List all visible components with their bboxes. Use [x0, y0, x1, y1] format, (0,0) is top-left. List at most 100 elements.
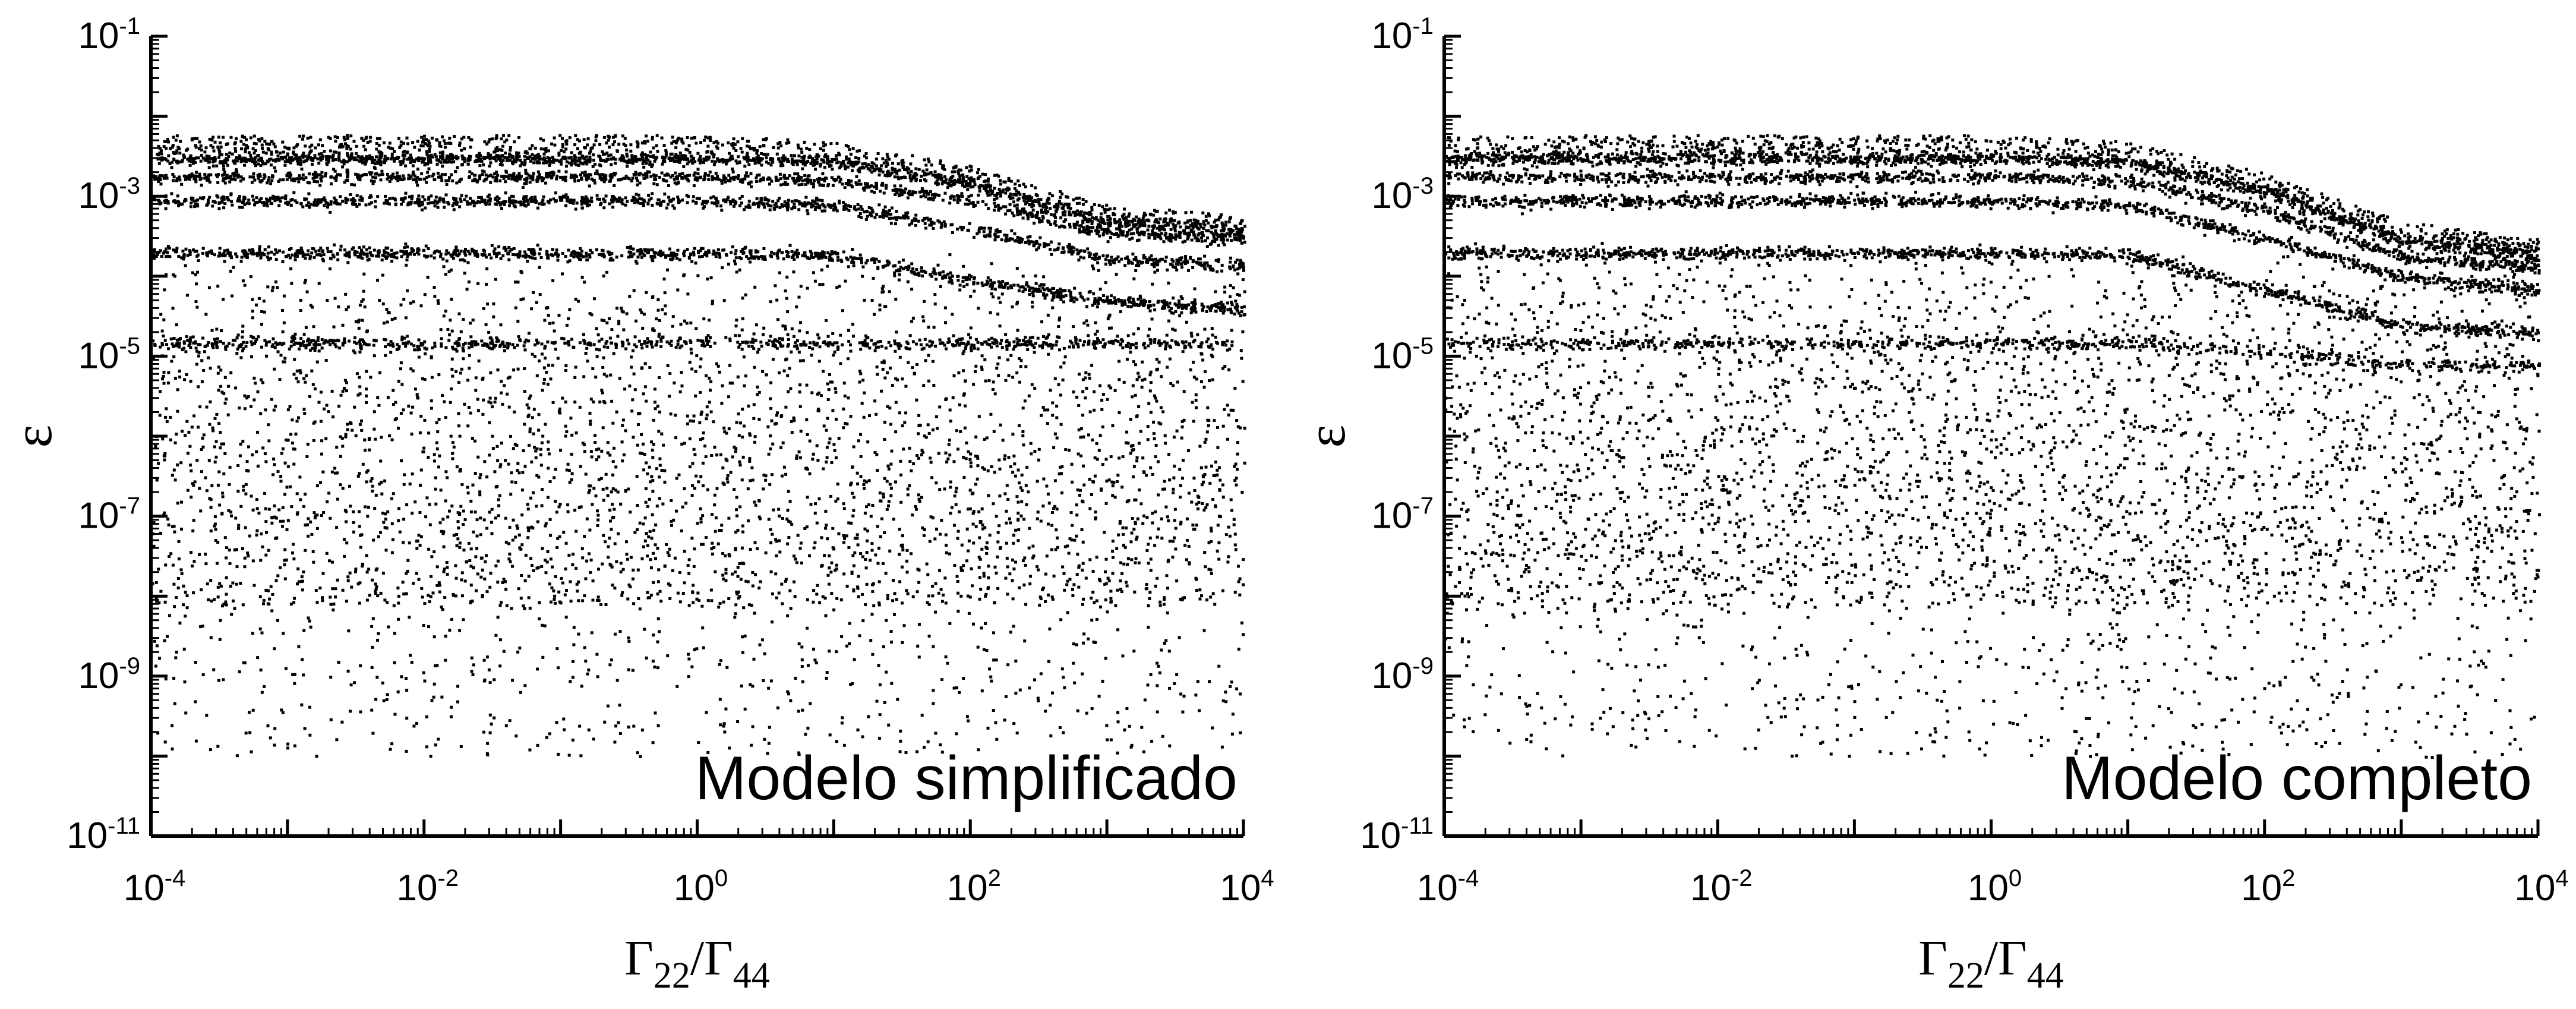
data-point: [582, 197, 585, 201]
data-point: [702, 157, 706, 161]
data-point: [449, 154, 452, 158]
data-point: [899, 216, 902, 220]
data-point: [899, 184, 902, 188]
data-point: [883, 205, 887, 209]
data-point: [672, 140, 675, 143]
data-point: [724, 180, 727, 184]
data-point: [994, 235, 997, 239]
data-point: [653, 159, 656, 163]
data-point: [292, 146, 296, 150]
data-point: [667, 203, 670, 206]
data-point: [251, 159, 254, 163]
data-point: [705, 159, 708, 162]
data-point: [620, 198, 624, 201]
data-point: [830, 176, 834, 179]
data-point: [906, 196, 910, 200]
data-point: [741, 137, 744, 140]
data-point: [452, 250, 456, 254]
data-point: [1080, 230, 1084, 234]
data-point: [526, 203, 530, 206]
data-point: [1197, 228, 1201, 231]
data-point: [316, 180, 319, 184]
data-point: [898, 193, 901, 197]
data-point: [1067, 250, 1071, 254]
data-point: [835, 154, 838, 157]
data-point: [960, 228, 964, 232]
data-point: [159, 152, 163, 156]
data-point: [179, 203, 182, 206]
data-point: [340, 145, 344, 149]
data-point: [857, 179, 861, 182]
data-point: [614, 157, 617, 161]
data-point: [1141, 231, 1144, 234]
data-point: [447, 251, 450, 255]
data-point: [697, 159, 700, 162]
data-point: [623, 159, 627, 163]
data-point: [1136, 226, 1139, 230]
data-point: [1156, 226, 1159, 230]
data-point: [808, 148, 812, 152]
data-point: [420, 203, 424, 207]
data-point: [266, 204, 269, 207]
data-point: [688, 174, 692, 177]
data-point: [531, 157, 534, 160]
data-point: [310, 251, 314, 255]
data-point: [775, 152, 779, 156]
data-point: [159, 178, 162, 182]
data-point: [235, 255, 239, 258]
data-point: [733, 178, 736, 181]
data-point: [790, 207, 794, 210]
data-point: [384, 246, 388, 250]
data-point: [675, 140, 678, 143]
data-point: [368, 202, 371, 206]
data-point: [965, 166, 968, 169]
data-point: [1222, 238, 1226, 241]
data-point: [428, 147, 431, 151]
data-point: [410, 197, 413, 201]
data-point: [883, 214, 886, 217]
data-point: [706, 174, 710, 177]
data-point: [267, 179, 270, 182]
data-point: [673, 159, 677, 163]
data-point: [1103, 222, 1106, 225]
data-point: [1068, 210, 1071, 214]
data-point: [875, 157, 878, 161]
data-point: [1009, 197, 1012, 200]
data-point: [1062, 213, 1065, 217]
data-point: [1213, 238, 1217, 241]
data-point: [785, 254, 789, 257]
data-point: [1216, 235, 1220, 238]
data-point: [649, 175, 653, 178]
data-point: [712, 177, 715, 181]
data-point: [454, 197, 457, 201]
data-point: [358, 203, 361, 206]
data-point: [191, 157, 195, 161]
data-point: [620, 178, 623, 181]
data-point: [341, 165, 345, 169]
data-point: [974, 204, 977, 207]
data-point: [803, 163, 807, 167]
data-point: [194, 180, 198, 184]
data-point: [601, 176, 605, 180]
data-point: [352, 140, 356, 143]
data-point: [346, 171, 350, 174]
data-point: [289, 203, 293, 207]
data-point: [1025, 283, 1028, 286]
data-point: [1075, 223, 1078, 226]
data-point: [1213, 236, 1216, 239]
data-point: [231, 152, 234, 156]
data-point: [959, 180, 963, 184]
data-point: [693, 171, 697, 175]
data-point: [308, 206, 311, 209]
data-point: [874, 168, 877, 171]
data-point: [690, 137, 693, 140]
data-point: [811, 199, 815, 203]
data-point: [713, 252, 716, 256]
data-point: [400, 197, 403, 201]
data-point: [193, 174, 197, 178]
data-point: [894, 222, 897, 226]
data-point: [288, 159, 291, 162]
data-point: [421, 140, 424, 144]
data-point: [263, 175, 267, 178]
data-point: [731, 167, 734, 171]
